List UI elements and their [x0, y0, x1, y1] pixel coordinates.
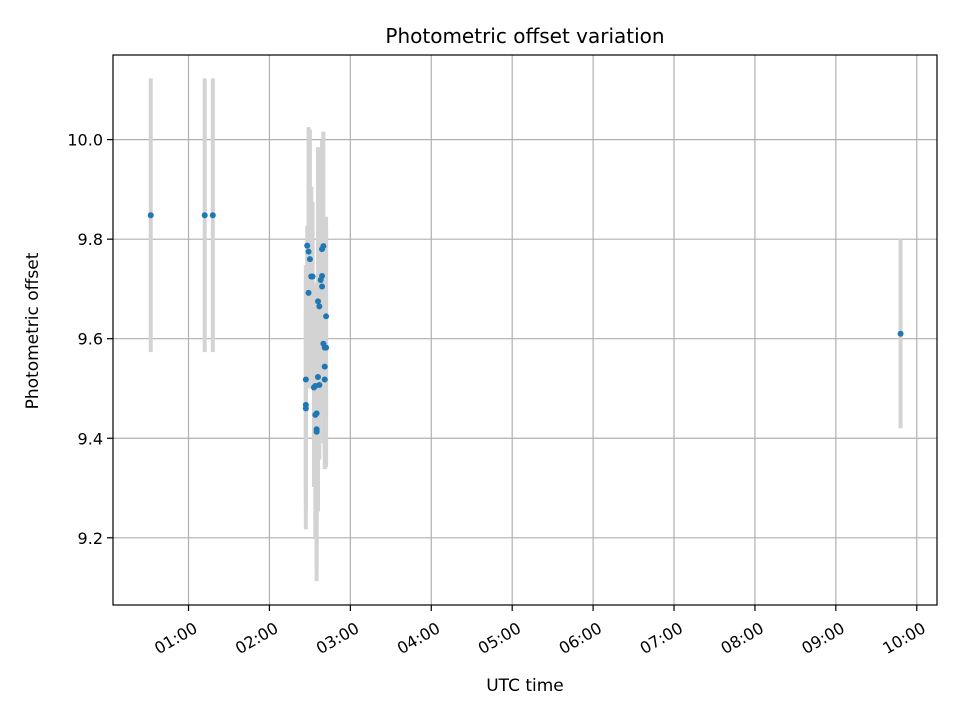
y-tick-label: 10.0 [67, 131, 103, 150]
data-point [321, 376, 328, 383]
y-tick-label: 9.6 [78, 330, 103, 349]
data-point [313, 428, 320, 435]
y-axis-ticks: 9.2 9.4 9.6 9.8 10.0 [67, 131, 113, 548]
data-point [897, 330, 904, 337]
data-point [321, 363, 328, 370]
y-tick-label: 9.2 [78, 529, 103, 548]
data-point [306, 256, 313, 263]
data-point [316, 303, 323, 310]
data-points [147, 212, 904, 435]
data-point [304, 242, 311, 249]
data-point [320, 243, 327, 250]
data-point [305, 248, 312, 255]
data-point [316, 382, 323, 388]
y-tick-label: 9.8 [78, 230, 103, 249]
data-point [319, 283, 326, 290]
data-point [314, 298, 321, 305]
data-point [201, 212, 208, 219]
data-point [147, 212, 154, 219]
data-point [323, 313, 330, 320]
data-point [323, 344, 330, 351]
data-point [319, 272, 326, 279]
data-point [302, 376, 309, 383]
data-point [305, 289, 312, 296]
data-point [309, 273, 316, 280]
chart-title: Photometric offset variation [385, 24, 664, 48]
data-point [209, 212, 216, 219]
data-point [314, 374, 321, 381]
y-axis-title: Photometric offset [23, 252, 43, 409]
data-point [313, 410, 320, 417]
plot-frame [112, 54, 938, 606]
y-tick-label: 9.4 [78, 429, 103, 448]
grid-lines [113, 55, 937, 605]
x-axis-title: UTC time [486, 676, 564, 696]
data-point [302, 405, 309, 412]
